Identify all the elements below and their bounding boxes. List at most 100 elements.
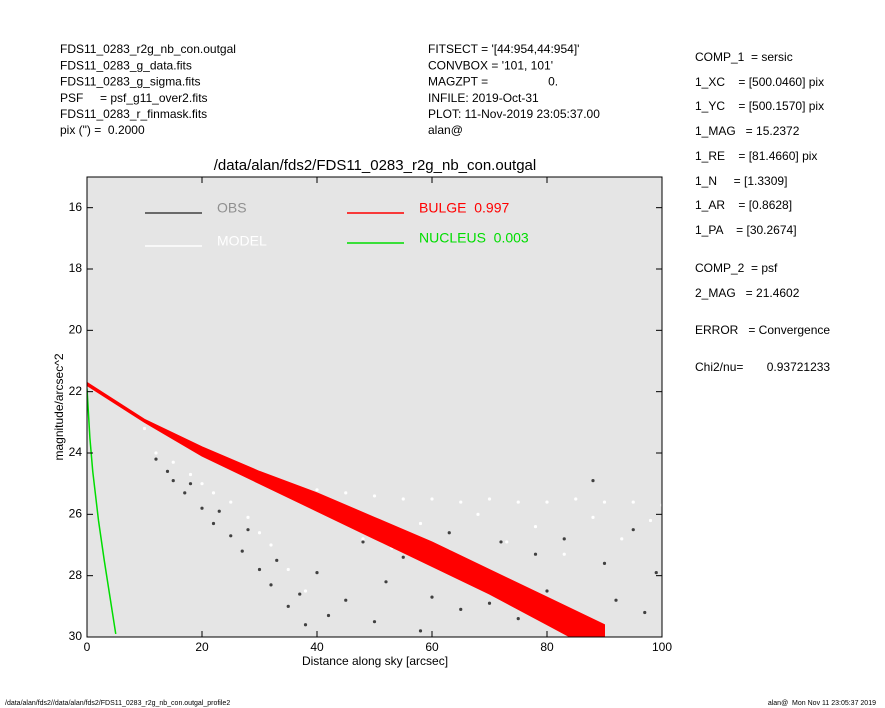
data-point: [591, 515, 595, 520]
data-point: [154, 457, 158, 461]
data-point: [229, 500, 233, 504]
legend-label: MODEL: [217, 233, 267, 249]
data-point: [447, 531, 451, 535]
data-point: [499, 540, 503, 544]
x-tick-label: 60: [425, 640, 439, 654]
data-point: [401, 555, 405, 559]
data-point: [315, 488, 319, 492]
header-right-line: 1_XC = [500.0460] pix: [695, 75, 824, 89]
data-point: [487, 497, 492, 501]
data-point: [654, 571, 658, 575]
data-point: [574, 497, 578, 501]
header-right-line: Chi2/nu= 0.93721233: [695, 360, 830, 374]
header-middle-line: PLOT: 11-Nov-2019 23:05:37.00: [428, 107, 600, 121]
data-point: [643, 610, 647, 615]
data-point: [430, 595, 434, 599]
data-point: [154, 451, 158, 455]
data-point: [620, 537, 624, 541]
data-point: [246, 515, 250, 520]
header-middle-line: INFILE: 2019-Oct-31: [428, 91, 539, 105]
y-tick-label: 16: [69, 200, 83, 214]
data-point: [275, 558, 279, 562]
data-point: [545, 500, 549, 504]
bulge-band: [87, 381, 605, 637]
data-point: [372, 620, 377, 624]
data-point: [315, 571, 319, 575]
data-point: [165, 469, 170, 473]
header-left-line: FDS11_0283_g_sigma.fits: [60, 75, 201, 89]
y-tick-label: 26: [69, 507, 83, 521]
data-point: [591, 479, 595, 483]
data-point: [602, 561, 607, 566]
header-right-line: 1_PA = [30.2674]: [695, 223, 797, 237]
data-point: [361, 537, 365, 541]
header-left-line: PSF = psf_g11_over2.fits: [60, 91, 208, 105]
data-point: [384, 580, 388, 584]
data-point: [298, 592, 302, 596]
header-middle-line: alan@: [428, 123, 463, 137]
chart-title: /data/alan/fds2/FDS11_0283_r2g_nb_con.ou…: [214, 157, 536, 174]
data-point: [372, 494, 377, 498]
data-point: [240, 549, 244, 553]
y-axis-label: magnitude/arcsec^2: [52, 353, 66, 460]
data-point: [188, 472, 193, 477]
data-point: [211, 491, 216, 495]
header-right-line: 1_AR = [0.8628]: [695, 198, 792, 212]
x-tick-label: 0: [84, 640, 91, 654]
data-point: [516, 500, 520, 504]
data-point: [516, 617, 520, 621]
data-point: [257, 567, 262, 572]
data-point: [533, 552, 538, 556]
data-point: [602, 500, 607, 504]
header-right-line: COMP_2 = psf: [695, 261, 778, 275]
data-point: [211, 521, 216, 526]
data-point: [361, 540, 365, 544]
data-point: [142, 426, 147, 431]
model-line: [87, 388, 117, 635]
header-middle-line: CONVBOX = '101, 101': [428, 58, 553, 72]
data-point: [286, 567, 290, 572]
header-right-line: 1_N = [1.3309]: [695, 174, 787, 188]
x-tick-label: 80: [540, 640, 554, 654]
data-point: [562, 537, 566, 541]
header-right-line: 1_YC = [500.1570] pix: [695, 99, 824, 113]
header-left-line: pix (") = 0.2000: [60, 123, 145, 137]
data-point: [200, 506, 204, 510]
header-middle-line: FITSECT = '[44:954,44:954]': [428, 42, 579, 56]
data-point: [200, 482, 204, 486]
plot-background: [87, 177, 662, 637]
data-point: [171, 460, 175, 464]
x-tick-label: 40: [310, 640, 324, 654]
data-point: [533, 525, 538, 529]
y-tick-label: 18: [69, 261, 83, 275]
y-tick-label: 20: [69, 323, 83, 337]
footer-left: /data/alan/fds2//data/alan/fds2/FDS11_02…: [5, 700, 230, 707]
y-tick-label: 30: [69, 629, 83, 643]
data-point: [326, 613, 331, 618]
header-right-line: 1_RE = [81.4660] pix: [695, 149, 817, 163]
data-point: [505, 540, 509, 544]
data-point: [344, 491, 348, 495]
data-point: [459, 500, 463, 504]
data-point: [303, 589, 308, 593]
data-point: [476, 512, 480, 516]
data-point: [631, 528, 635, 532]
data-point: [286, 604, 290, 608]
header-right-line: 1_MAG = 15.2372: [695, 124, 800, 138]
header-right-line: 2_MAG = 21.4602: [695, 286, 800, 300]
x-tick-label: 20: [195, 640, 209, 654]
data-point: [418, 629, 423, 633]
data-point: [487, 601, 492, 605]
plot-frame: [86, 176, 663, 638]
data-point: [344, 598, 348, 602]
data-point: [171, 479, 175, 483]
header-left-line: FDS11_0283_r2g_nb_con.outgal: [60, 42, 236, 56]
data-point: [269, 543, 273, 547]
header-right-line: COMP_1 = sersic: [695, 50, 793, 64]
y-tick-label: 22: [69, 384, 83, 398]
y-tick-label: 24: [69, 445, 83, 459]
data-point: [188, 482, 193, 486]
data-point: [303, 623, 308, 627]
footer-right: alan@ Mon Nov 11 23:05:37 2019: [768, 700, 876, 707]
legend-label: BULGE 0.997: [419, 200, 509, 216]
